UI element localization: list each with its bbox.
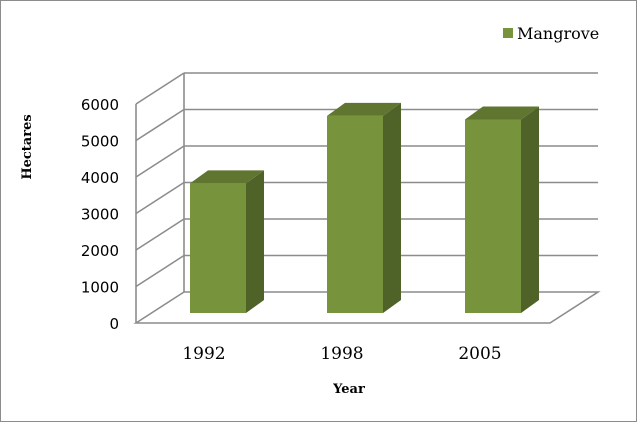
gridline-diagonal — [135, 72, 185, 105]
legend-label: Mangrove — [517, 24, 599, 43]
bar-top — [465, 106, 539, 120]
y-axis-title: Hectares — [20, 114, 35, 179]
x-tick-label: 2005 — [458, 344, 501, 364]
y-tick-label: 0 — [109, 315, 119, 333]
bar-front — [465, 119, 521, 313]
x-tick-label: 1998 — [320, 344, 363, 364]
y-tick-label: 2000 — [81, 242, 119, 260]
bar-top — [327, 102, 401, 116]
bars — [190, 102, 539, 313]
y-tick-label: 1000 — [81, 279, 119, 297]
y-tick-label: 4000 — [81, 169, 119, 187]
y-tick-label: 3000 — [81, 206, 119, 224]
bar-side — [383, 102, 401, 313]
y-tick-label: 5000 — [81, 133, 119, 151]
legend: Mangrove — [503, 24, 599, 43]
bar-2005 — [465, 106, 539, 313]
x-tick-labels: 1992 1998 2005 — [182, 344, 501, 364]
x-axis-title: Year — [332, 382, 365, 397]
gridline-diagonal — [135, 145, 185, 178]
bar-side — [246, 170, 264, 313]
floor-plane — [133, 291, 601, 324]
y-tick-labels: 0 1000 2000 3000 4000 5000 6000 — [81, 96, 119, 333]
legend-swatch — [503, 28, 513, 38]
bar-front — [327, 115, 383, 313]
y-tick-label: 6000 — [81, 96, 119, 114]
x-tick-label: 1992 — [182, 344, 225, 364]
gridline-diagonal — [135, 254, 185, 288]
bar-1992 — [190, 170, 264, 313]
gridline-diagonal — [135, 181, 185, 215]
bar-top — [190, 170, 264, 184]
bar-front — [190, 183, 246, 313]
bar-1998 — [327, 102, 401, 313]
gridline-diagonal — [135, 108, 185, 142]
bar-side — [521, 106, 539, 313]
gridline-diagonal — [135, 218, 185, 251]
